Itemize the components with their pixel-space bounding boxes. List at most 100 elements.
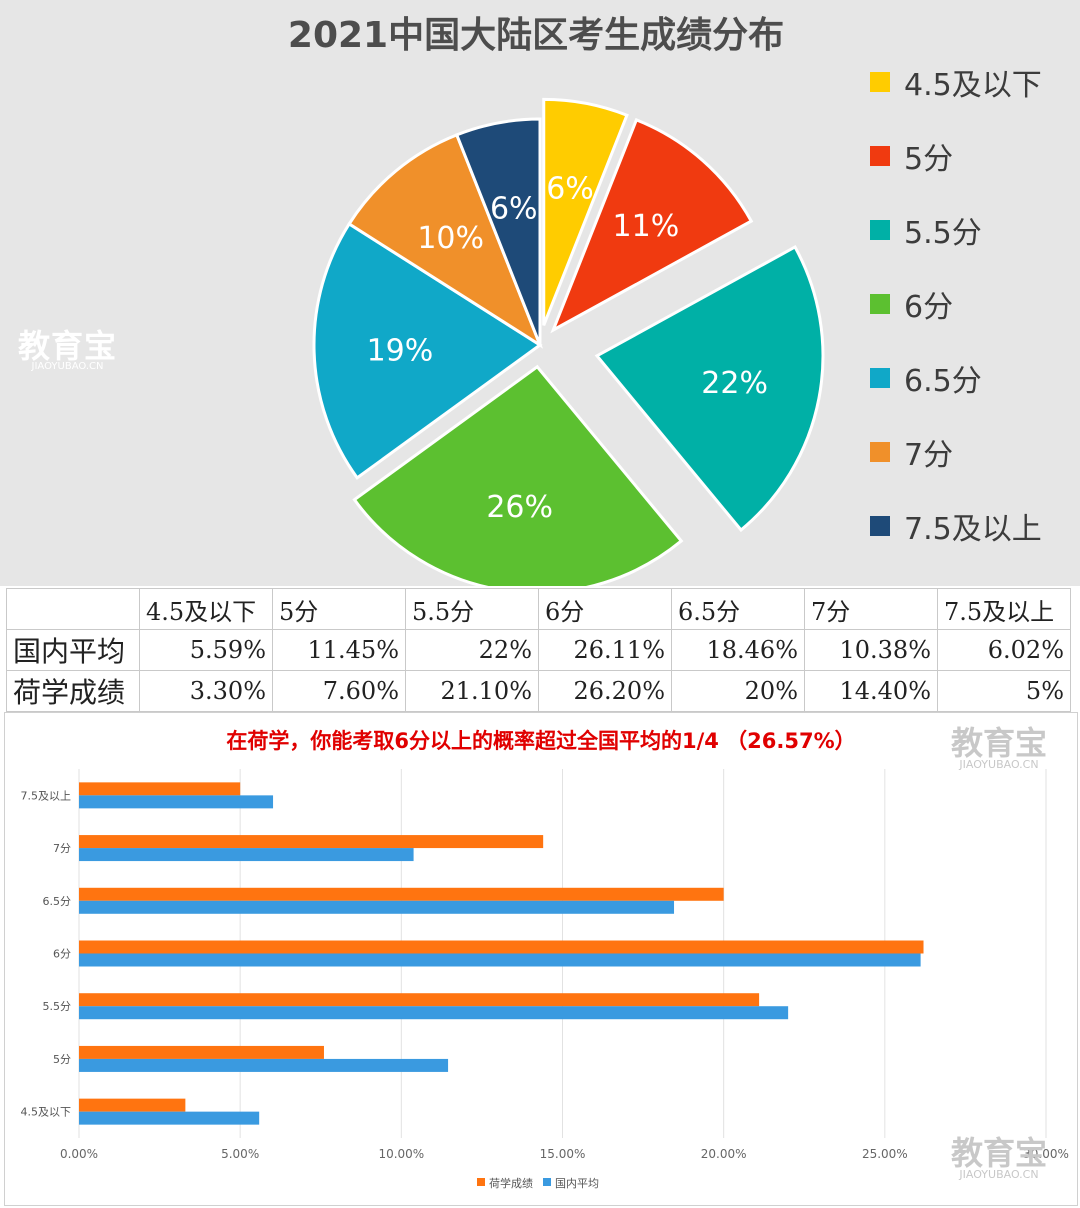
- watermark-text: 教育宝: [18, 327, 118, 365]
- pie-slice: [347, 132, 544, 349]
- y-category-label: 5.5分: [43, 1000, 72, 1013]
- legend-label: 6.5分: [904, 364, 982, 399]
- table-cell: 14.40%: [804, 670, 938, 712]
- bar-hexue: [79, 1098, 186, 1112]
- legend-item: 6.5分: [870, 358, 982, 399]
- bar-national: [79, 795, 274, 809]
- pie-chart-title: 2021中国大陆区考生成绩分布: [287, 15, 785, 56]
- legend-item: 7分: [870, 432, 953, 473]
- x-tick-label: 30.00%: [1023, 1147, 1069, 1161]
- table-header-row: 4.5及以下 5分 5.5分 6分 6.5分 7分 7.5及以上: [6, 588, 1071, 630]
- y-category-label: 5分: [53, 1053, 71, 1066]
- bar-hexue: [79, 940, 924, 954]
- table-cell: 10.38%: [804, 629, 938, 671]
- pie-slice: [454, 117, 542, 346]
- table-header-cell: 7分: [804, 588, 938, 630]
- watermark-logo: 教育宝 JIAOYUBAO.CN: [951, 1137, 1047, 1180]
- pie-slice: [352, 364, 684, 586]
- pie-slice: [550, 117, 754, 334]
- pie-slice-label: 19%: [367, 333, 434, 368]
- pie-slice-label: 11%: [613, 209, 680, 244]
- table-cell: 26.11%: [538, 629, 672, 671]
- table-row: 荷学成绩 3.30% 7.60% 21.10% 26.20% 20% 14.40…: [6, 670, 1071, 712]
- pie-slice-label: 6%: [546, 172, 594, 207]
- table-cell: 5.59%: [139, 629, 273, 671]
- bar-hexue: [79, 835, 544, 849]
- bar-legend-label: 荷学成绩: [489, 1176, 533, 1190]
- watermark-url: JIAOYUBAO.CN: [31, 361, 104, 372]
- table-cell: 26.20%: [538, 670, 672, 712]
- table-cell: 5%: [937, 670, 1071, 712]
- legend-label: 7.5及以上: [904, 512, 1042, 547]
- table-header-cell: [6, 588, 140, 630]
- y-category-label: 7.5及以上: [21, 789, 72, 802]
- bar-legend-swatch: [477, 1178, 485, 1186]
- table-cell: 22%: [405, 629, 539, 671]
- watermark-logo: 教育宝 JIAOYUBAO.CN: [951, 727, 1047, 770]
- watermark-logo: 教育宝 JIAOYUBAO.CN: [18, 330, 117, 372]
- table-cell: 20%: [671, 670, 805, 712]
- legend-swatch: [870, 146, 890, 166]
- x-tick-label: 10.00%: [378, 1147, 424, 1161]
- bar-national: [79, 1058, 449, 1072]
- x-tick-label: 0.00%: [60, 1147, 98, 1161]
- bar-chart-panel: 在荷学，你能考取6分以上的概率超过全国平均的1/4 （26.57%） 0.00%…: [4, 712, 1078, 1206]
- bar-hexue: [79, 1045, 324, 1059]
- table-cell: 6.02%: [937, 629, 1071, 671]
- pie-slice-label: 22%: [701, 366, 768, 401]
- y-category-label: 6分: [53, 948, 71, 961]
- table-header-cell: 6分: [538, 588, 672, 630]
- watermark-text: 教育宝: [951, 724, 1048, 762]
- legend-swatch: [870, 220, 890, 240]
- pie-chart: 6%11%22%26%19%10%6%: [312, 97, 825, 586]
- y-category-label: 7分: [53, 842, 71, 855]
- table-cell: 11.45%: [272, 629, 406, 671]
- bar-national: [79, 1111, 260, 1125]
- x-tick-label: 25.00%: [862, 1147, 908, 1161]
- table-header-cell: 4.5及以下: [139, 588, 273, 630]
- legend-swatch: [870, 72, 890, 92]
- pie-slice: [542, 97, 629, 326]
- legend-item: 4.5及以下: [870, 62, 1042, 103]
- x-tick-label: 20.00%: [701, 1147, 747, 1161]
- table-row-label: 国内平均: [6, 629, 140, 671]
- table-row-label: 荷学成绩: [6, 670, 140, 712]
- pie-slice: [594, 244, 825, 533]
- legend-swatch: [870, 368, 890, 388]
- bar-national: [79, 900, 675, 914]
- pie-slice: [312, 221, 543, 480]
- watermark-text: 教育宝: [951, 1134, 1048, 1172]
- bar-chart-title: 在荷学，你能考取6分以上的概率超过全国平均的1/4 （26.57%）: [226, 729, 856, 753]
- legend-label: 5.5分: [904, 216, 982, 251]
- legend-label: 4.5及以下: [904, 68, 1042, 103]
- score-table-panel: 4.5及以下 5分 5.5分 6分 6.5分 7分 7.5及以上 国内平均 5.…: [0, 586, 1080, 712]
- bar-chart: 0.00% 5.00% 10.00% 15.00% 20.00% 25.00% 30.00%…: [21, 769, 1069, 1190]
- legend-label: 6分: [904, 290, 954, 325]
- legend-item: 5分: [870, 136, 953, 177]
- bar-legend-label: 国内平均: [555, 1176, 599, 1190]
- watermark-url: JIAOYUBAO.CN: [959, 758, 1039, 771]
- bar-national: [79, 848, 414, 862]
- legend-swatch: [870, 442, 890, 462]
- bar-national: [79, 953, 921, 967]
- legend-item: 6分: [870, 284, 954, 325]
- table-header-cell: 6.5分: [671, 588, 805, 630]
- x-tick-label: 15.00%: [540, 1147, 586, 1161]
- legend-item: 7.5及以上: [870, 506, 1042, 547]
- pie-chart-panel: 2021中国大陆区考生成绩分布 6% 11% 22% 26% 19% 10% 6% 4.5及…: [0, 0, 1080, 586]
- y-category-label: 6.5分: [43, 895, 72, 908]
- table-cell: 3.30%: [139, 670, 273, 712]
- table-header-cell: 7.5及以上: [937, 588, 1071, 630]
- y-category-label: 4.5及以下: [21, 1106, 72, 1119]
- bar-hexue: [79, 782, 241, 796]
- watermark-url: JIAOYUBAO.CN: [959, 1168, 1039, 1181]
- bar-hexue: [79, 993, 760, 1007]
- x-tick-label: 5.00%: [221, 1147, 259, 1161]
- legend-item: 5.5分: [870, 210, 982, 251]
- pie-slice-label: 10%: [417, 221, 484, 256]
- table-cell: 18.46%: [671, 629, 805, 671]
- bar-hexue: [79, 887, 724, 901]
- pie-slice-label: 26%: [486, 490, 553, 525]
- legend-swatch: [870, 294, 890, 314]
- pie-slice-label: 6%: [490, 191, 538, 226]
